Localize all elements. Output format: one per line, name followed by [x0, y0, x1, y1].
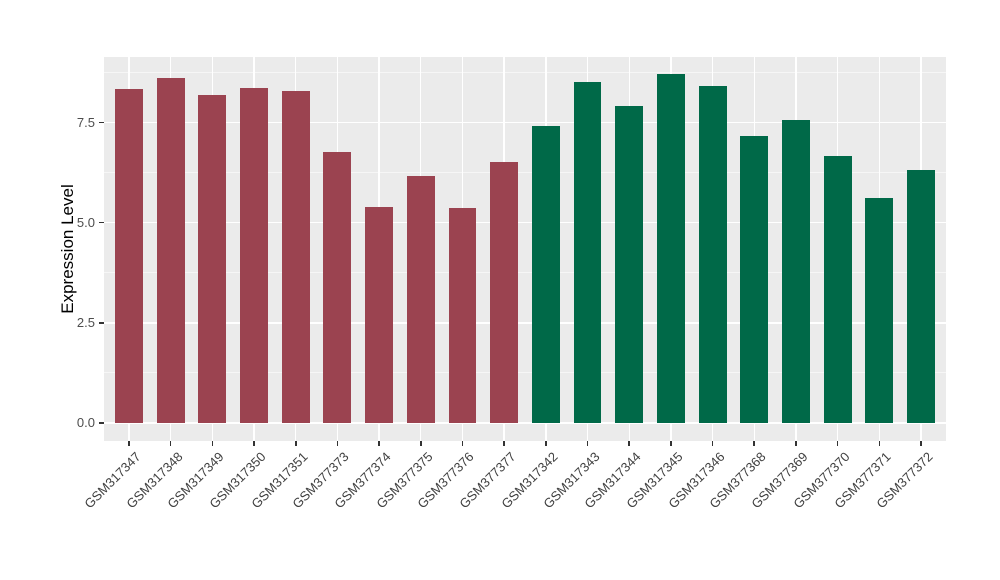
x-tick-mark	[836, 441, 839, 446]
y-tick-label: 7.5	[76, 114, 95, 130]
bar-GSM377369	[781, 119, 810, 423]
bar-GSM377377	[490, 161, 519, 423]
bar-GSM377368	[740, 135, 769, 423]
bar-GSM317346	[698, 86, 727, 423]
y-tick-label: 0.0	[76, 415, 95, 431]
x-tick-mark	[336, 441, 339, 446]
gridline-major	[104, 221, 946, 224]
bar-GSM317347	[115, 89, 143, 423]
gridline-minor	[104, 372, 946, 374]
x-tick-mark	[753, 441, 756, 446]
x-tick-mark	[378, 441, 380, 446]
x-tick-mark	[503, 441, 505, 446]
y-tick-label: 2.5	[76, 315, 95, 331]
gridline-major	[104, 422, 946, 424]
x-tick-mark	[169, 441, 172, 446]
x-tick-mark	[419, 441, 422, 446]
plot-panel	[104, 57, 946, 441]
y-tick-mark	[99, 221, 104, 224]
bar-GSM317350	[240, 88, 269, 423]
bar-GSM317345	[656, 74, 685, 423]
x-tick-mark	[878, 441, 881, 446]
y-tick-label: 5.0	[76, 215, 95, 231]
gridline-minor	[104, 272, 946, 274]
bar-GSM317348	[156, 78, 185, 423]
bar-GSM317342	[531, 125, 560, 423]
x-tick-mark	[128, 441, 130, 446]
bar-GSM317351	[281, 91, 310, 423]
x-tick-mark	[211, 441, 214, 446]
gridline-minor	[104, 171, 946, 173]
bar-GSM377373	[323, 151, 352, 423]
x-tick-mark	[670, 441, 672, 446]
x-tick-mark	[586, 441, 589, 446]
x-tick-mark	[711, 441, 714, 446]
gridline-major	[104, 121, 946, 124]
y-tick-mark	[99, 321, 104, 324]
bar-GSM317349	[198, 95, 227, 423]
bar-GSM377375	[406, 176, 435, 423]
x-tick-mark	[920, 441, 922, 446]
bar-GSM317343	[573, 82, 602, 423]
x-tick-mark	[461, 441, 464, 446]
bar-GSM377374	[365, 207, 394, 423]
x-tick-mark	[628, 441, 630, 446]
gridline-minor	[104, 71, 946, 73]
bar-GSM377372	[907, 170, 935, 423]
x-tick-mark	[545, 441, 547, 446]
bar-GSM377376	[448, 208, 477, 423]
y-axis-title: Expression Level	[58, 184, 77, 314]
y-tick-mark	[99, 121, 104, 124]
x-tick-mark	[253, 441, 255, 446]
bar-GSM317344	[615, 105, 644, 423]
x-tick-mark	[294, 441, 297, 446]
x-tick-mark	[795, 441, 797, 446]
bar-GSM377370	[823, 155, 852, 423]
y-tick-mark	[99, 422, 104, 424]
bar-GSM377371	[865, 198, 894, 423]
gridline-major	[104, 322, 946, 324]
